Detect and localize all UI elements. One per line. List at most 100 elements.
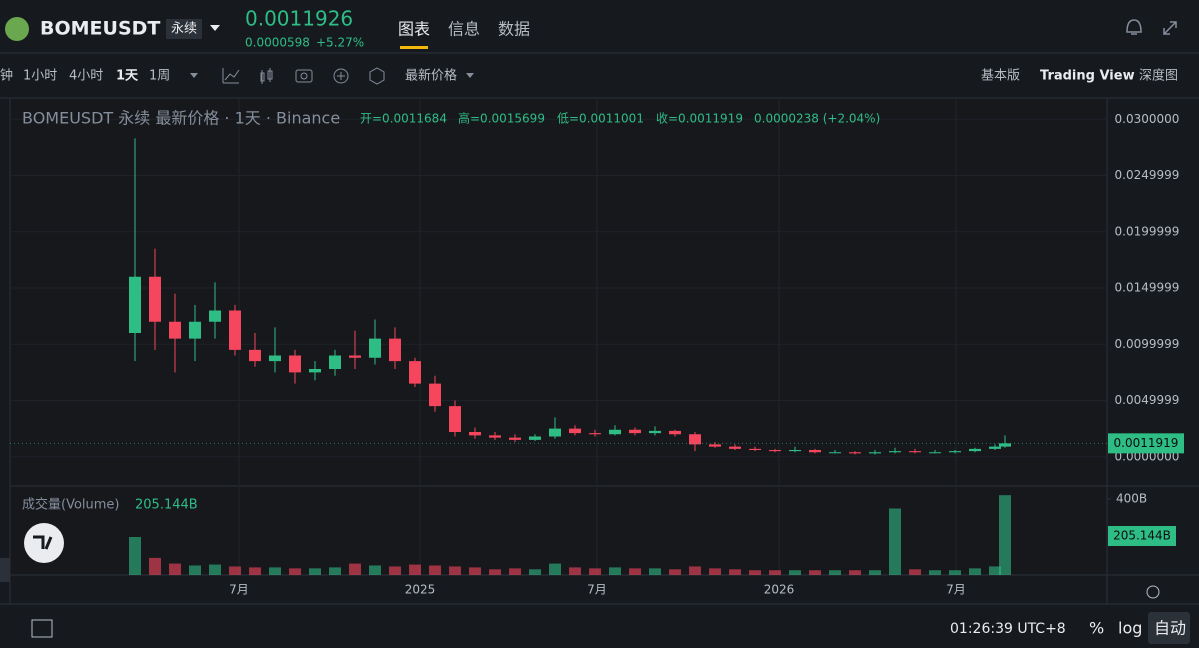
candle-body: [669, 430, 681, 435]
x-tick-label: 2026: [764, 583, 795, 597]
volume-bar: [589, 568, 601, 575]
candle-body: [989, 446, 1001, 449]
interval[interactable]: 4小时: [69, 69, 103, 84]
volume-bar: [809, 570, 821, 575]
legend-close: 收=0.0011919: [656, 112, 743, 126]
volume-bar: [709, 568, 721, 575]
tab[interactable]: 数据: [498, 20, 530, 39]
candle-body: [889, 451, 901, 453]
volume-bar: [369, 565, 381, 575]
volume-bar: [609, 567, 621, 575]
candle-body: [929, 452, 941, 454]
interval[interactable]: 1天: [116, 69, 139, 84]
clock: 01:26:39 UTC+8: [950, 621, 1066, 637]
candle-body: [809, 450, 821, 453]
add-icon[interactable]: [333, 68, 349, 84]
candle-icon[interactable]: [260, 68, 273, 84]
dropdown-icon[interactable]: [190, 73, 198, 78]
candle-body: [189, 321, 201, 339]
auto-button-bg: [1148, 612, 1190, 644]
volume-bar: [849, 570, 861, 575]
volume-bar: [829, 570, 841, 575]
volume-bar: [689, 566, 701, 575]
tab[interactable]: 图表: [398, 20, 430, 39]
candle-body: [409, 361, 421, 384]
candle-body: [349, 355, 361, 358]
legend-high: 高=0.0015699: [458, 111, 545, 126]
indicator-icon[interactable]: [222, 68, 240, 84]
percent-button[interactable]: %: [1089, 619, 1104, 638]
price-type[interactable]: 最新价格: [405, 68, 457, 84]
candle-body: [749, 448, 761, 450]
x-tick-label: 7月: [946, 583, 966, 597]
tab-indicator: [400, 46, 428, 49]
volume-bar: [429, 565, 441, 575]
auto-button[interactable]: 自动: [1154, 619, 1186, 638]
volume-bar: [969, 568, 981, 575]
candle-body: [529, 436, 541, 440]
collapse-icon[interactable]: [1163, 21, 1177, 35]
candle-body: [649, 430, 661, 434]
volume-bar: [729, 569, 741, 575]
tab[interactable]: 信息: [448, 20, 480, 39]
x-tick-label: 2025: [405, 583, 436, 597]
volume-bar: [289, 568, 301, 575]
last-volume-label: 205.144B: [1113, 529, 1171, 543]
volume-bar: [649, 568, 661, 575]
view[interactable]: 基本版: [981, 69, 1020, 84]
bell-icon[interactable]: [1126, 19, 1142, 35]
candle-body: [709, 444, 721, 447]
dropdown-icon[interactable]: [466, 73, 474, 78]
candle-body: [509, 437, 521, 440]
change-pct: +5.27%: [316, 36, 364, 50]
candle-body: [999, 443, 1011, 447]
calendar-icon[interactable]: [31, 619, 53, 638]
candle-body: [829, 452, 841, 454]
candle-body: [449, 406, 461, 432]
volume-bar: [569, 567, 581, 575]
camera-icon[interactable]: [295, 69, 313, 83]
volume-bar: [789, 570, 801, 575]
view[interactable]: 深度图: [1139, 68, 1178, 84]
x-tick-label: 7月: [229, 583, 249, 597]
side-toggle[interactable]: [0, 558, 10, 582]
x-tick-label: 7月: [587, 583, 607, 597]
interval[interactable]: 1小时: [23, 69, 57, 84]
volume-bar: [929, 570, 941, 575]
candle-body: [169, 321, 181, 339]
plot: [10, 99, 1107, 575]
axis-settings-icon[interactable]: [1146, 585, 1160, 599]
candle-body: [969, 448, 981, 452]
candle-body: [389, 338, 401, 362]
candle-body: [369, 338, 381, 358]
legend-name: BOMEUSDT 永续 最新价格 · 1天 · Binance: [22, 109, 340, 128]
volume-bar: [769, 570, 781, 575]
interval[interactable]: 钟: [0, 68, 13, 84]
candle-body: [949, 451, 961, 453]
volume-tick-label: 400B: [1116, 491, 1147, 505]
settings-icon[interactable]: [369, 67, 385, 85]
coin-icon: [5, 17, 29, 41]
interval[interactable]: 1周: [149, 69, 170, 84]
candle-body: [769, 450, 781, 452]
candle-body: [609, 429, 621, 435]
volume-title: 成交量(Volume): [22, 497, 120, 513]
view[interactable]: Trading View: [1040, 69, 1135, 84]
candle-body: [849, 452, 861, 454]
volume-bar: [869, 570, 881, 575]
last-price-label: 0.0011919: [1114, 436, 1179, 450]
legend-open: 开=0.0011684: [360, 112, 447, 126]
candle-body: [269, 355, 281, 362]
candle-body: [629, 429, 641, 434]
last-price-box: [1108, 433, 1184, 454]
volume-bar: [989, 566, 1001, 575]
volume-bar: [889, 508, 901, 575]
volume-bar: [149, 557, 161, 575]
volume-bar: [949, 570, 961, 575]
contract-badge: [166, 19, 202, 39]
log-button[interactable]: log: [1118, 619, 1142, 638]
y-tick-label: 0.0249999: [1115, 168, 1180, 182]
dropdown-icon[interactable]: [210, 25, 220, 31]
symbol[interactable]: BOMEUSDT: [40, 18, 160, 40]
contract: 永续: [171, 22, 197, 37]
